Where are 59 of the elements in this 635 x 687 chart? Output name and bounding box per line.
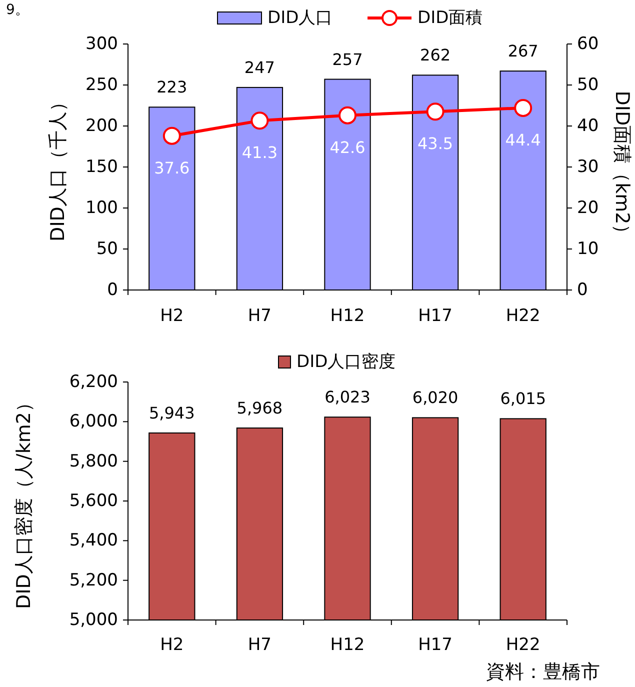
x-tick-label: H22	[506, 635, 540, 655]
point	[250, 112, 269, 130]
y-tick-label: 100	[86, 198, 118, 218]
legend-label: DID人口	[268, 8, 333, 28]
x-tick-label: H7	[248, 306, 272, 326]
y2-tick-label: 20	[577, 198, 599, 218]
y-tick-label: 150	[86, 157, 118, 177]
data-label: 37.6	[154, 158, 190, 178]
y-tick-label: 5,800	[69, 451, 118, 472]
data-label: 5,943	[148, 403, 195, 422]
y-tick-label: 6,200	[69, 372, 118, 392]
y-tick-label: 300	[86, 34, 118, 54]
data-label: 262	[420, 46, 451, 65]
point	[162, 126, 181, 145]
data-label: 42.6	[330, 138, 366, 157]
y-tick-label: 6,000	[69, 412, 118, 432]
legend-label: DID人口密度	[296, 352, 396, 372]
y2-tick-label: 30	[577, 157, 599, 177]
x-tick-label: H12	[330, 306, 365, 326]
data-label: 43.5	[417, 134, 454, 154]
data-label: 6,023	[324, 388, 370, 407]
y-axis-title: DID人口（千人）	[47, 92, 69, 242]
text: 資料：豊橋市	[486, 661, 600, 683]
data-label: 223	[156, 78, 188, 97]
x-tick-label: H7	[248, 635, 272, 655]
y2-axis-title: DID面積（km2）	[611, 90, 633, 244]
point	[514, 98, 532, 117]
point	[426, 102, 444, 121]
y2-tick-label: 50	[577, 75, 599, 95]
y-axis-title: DID人口密度（人/km2）	[13, 393, 35, 609]
y2-tick-label: 10	[577, 239, 599, 259]
y2-tick-label: 60	[577, 34, 599, 54]
x-tick-label: H2	[160, 306, 184, 326]
data-label: 6,015	[500, 389, 546, 408]
data-label: 257	[332, 50, 363, 69]
y-tick-label: 5,200	[69, 570, 118, 590]
y-tick-label: 250	[86, 75, 118, 95]
text: 9。	[6, 2, 29, 18]
y-tick-label: 50	[96, 239, 118, 259]
data-label: 5,968	[236, 398, 283, 418]
legend-label: DID面積	[418, 8, 483, 28]
x-tick-label: H12	[330, 635, 365, 655]
data-label: 41.3	[242, 143, 278, 162]
y2-tick-label: 40	[577, 116, 599, 136]
data-label: 267	[508, 42, 538, 61]
data-label: 6,020	[412, 388, 458, 408]
y-tick-label: 5,400	[69, 530, 118, 551]
y-tick-label: 5,600	[69, 491, 118, 511]
data-label: 44.4	[505, 130, 541, 150]
point	[338, 106, 356, 124]
x-tick-label: H17	[418, 635, 453, 655]
x-tick-label: H22	[506, 306, 540, 326]
x-tick-label: H2	[160, 635, 184, 655]
y-tick-label: 5,000	[69, 610, 118, 630]
y-tick-label: 200	[86, 116, 118, 136]
x-tick-label: H17	[418, 306, 453, 326]
y-tick-label: 0	[107, 280, 118, 300]
y2-tick-label: 0	[577, 280, 588, 300]
data-label: 247	[244, 58, 275, 77]
